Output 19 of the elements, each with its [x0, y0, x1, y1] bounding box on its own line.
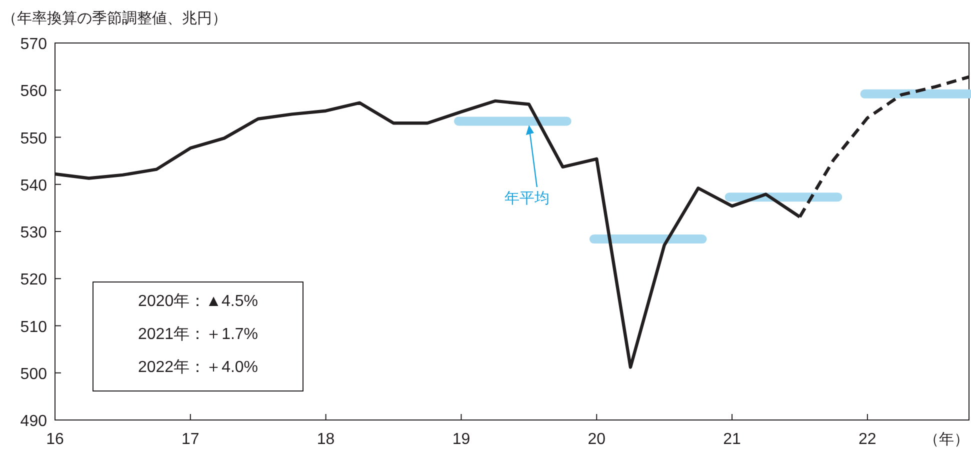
y-label: （年率換算の季節調整値、兆円） [2, 10, 227, 27]
annotation: 年平均 [504, 190, 550, 207]
y-tick-label: 530 [20, 224, 48, 242]
y-tick-label: 500 [20, 366, 48, 383]
y-tick-label: 560 [20, 83, 48, 100]
x-tick-label: 18 [316, 431, 335, 448]
y-tick-label: 520 [20, 272, 48, 289]
x-tick-label: 21 [723, 431, 742, 448]
y-tick-label: 570 [20, 36, 48, 53]
x-tick-label: 17 [182, 431, 200, 448]
x-tick-label: 19 [452, 431, 470, 448]
x-label: （年） [924, 431, 969, 448]
y-tick-label: 510 [20, 318, 48, 336]
x-tick-label: 22 [858, 431, 876, 448]
x-tick-label: 16 [46, 431, 64, 448]
y-tick-label: 490 [20, 413, 48, 430]
y-tick-label: 550 [20, 130, 48, 148]
y-tick-label: 540 [20, 177, 48, 194]
x-tick-label: 20 [588, 431, 606, 448]
